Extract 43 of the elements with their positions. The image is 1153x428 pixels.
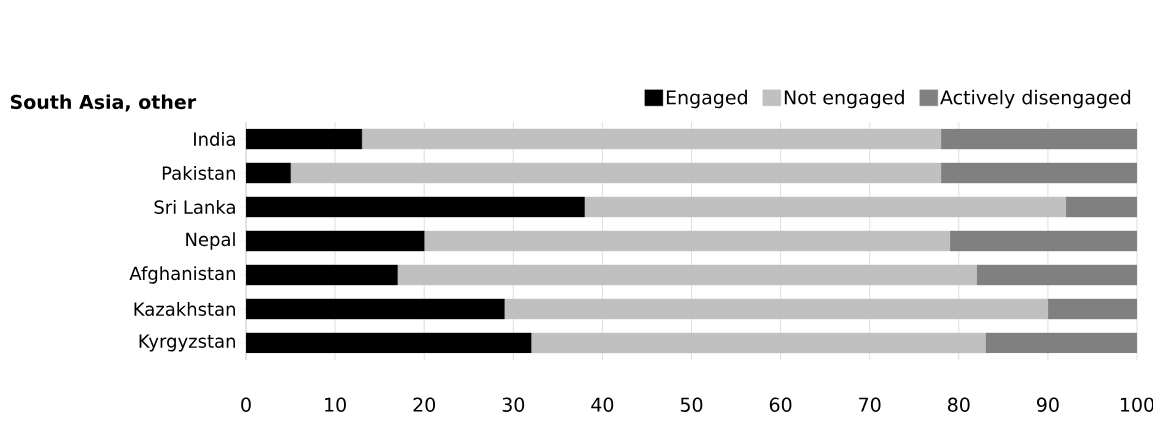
bar	[246, 162, 291, 184]
bar	[584, 196, 1066, 218]
x-tick-label: 60	[769, 397, 792, 412]
bar	[246, 128, 363, 150]
bar	[361, 128, 942, 150]
x-tick-label: 50	[680, 397, 703, 412]
y-tick-label: Afghanistan	[129, 266, 235, 284]
x-tick-label: 80	[948, 397, 970, 412]
bar	[530, 332, 986, 354]
bar	[246, 230, 425, 252]
y-tick-label: Kyrgyzstan	[139, 334, 235, 352]
y-tick-label: Kazakhstan	[134, 302, 235, 316]
bar	[1047, 298, 1137, 320]
bar	[940, 128, 1137, 150]
x-tick-label: 30	[502, 397, 525, 412]
bar	[246, 298, 505, 320]
bar	[424, 230, 951, 252]
bar	[940, 162, 1137, 184]
chart-title: South Asia, other	[10, 94, 197, 112]
bar	[246, 264, 398, 286]
bar	[985, 332, 1137, 354]
legend-label: Not engaged	[784, 89, 904, 109]
x-tick-label: 90	[1037, 397, 1059, 412]
legend-label: Actively disengaged	[940, 89, 1131, 109]
x-tick-label: 100	[1120, 397, 1153, 412]
legend-label: Engaged	[666, 89, 747, 109]
y-tick-label: Sri Lanka	[154, 200, 235, 214]
y-tick-label: India	[194, 132, 235, 146]
bar	[1065, 196, 1137, 218]
bar	[246, 196, 585, 218]
bar	[976, 264, 1137, 286]
y-tick-label: Nepal	[186, 232, 235, 250]
bar	[504, 298, 1049, 320]
bar	[949, 230, 1137, 252]
bar	[397, 264, 977, 286]
y-tick-label: Pakistan	[162, 166, 235, 180]
x-tick-label: 10	[325, 397, 346, 412]
x-tick-label: 70	[859, 397, 881, 412]
x-tick-label: 0	[241, 397, 251, 412]
x-tick-label: 40	[591, 397, 614, 412]
bar	[246, 332, 532, 354]
bar	[290, 162, 942, 184]
x-tick-label: 20	[413, 397, 436, 412]
